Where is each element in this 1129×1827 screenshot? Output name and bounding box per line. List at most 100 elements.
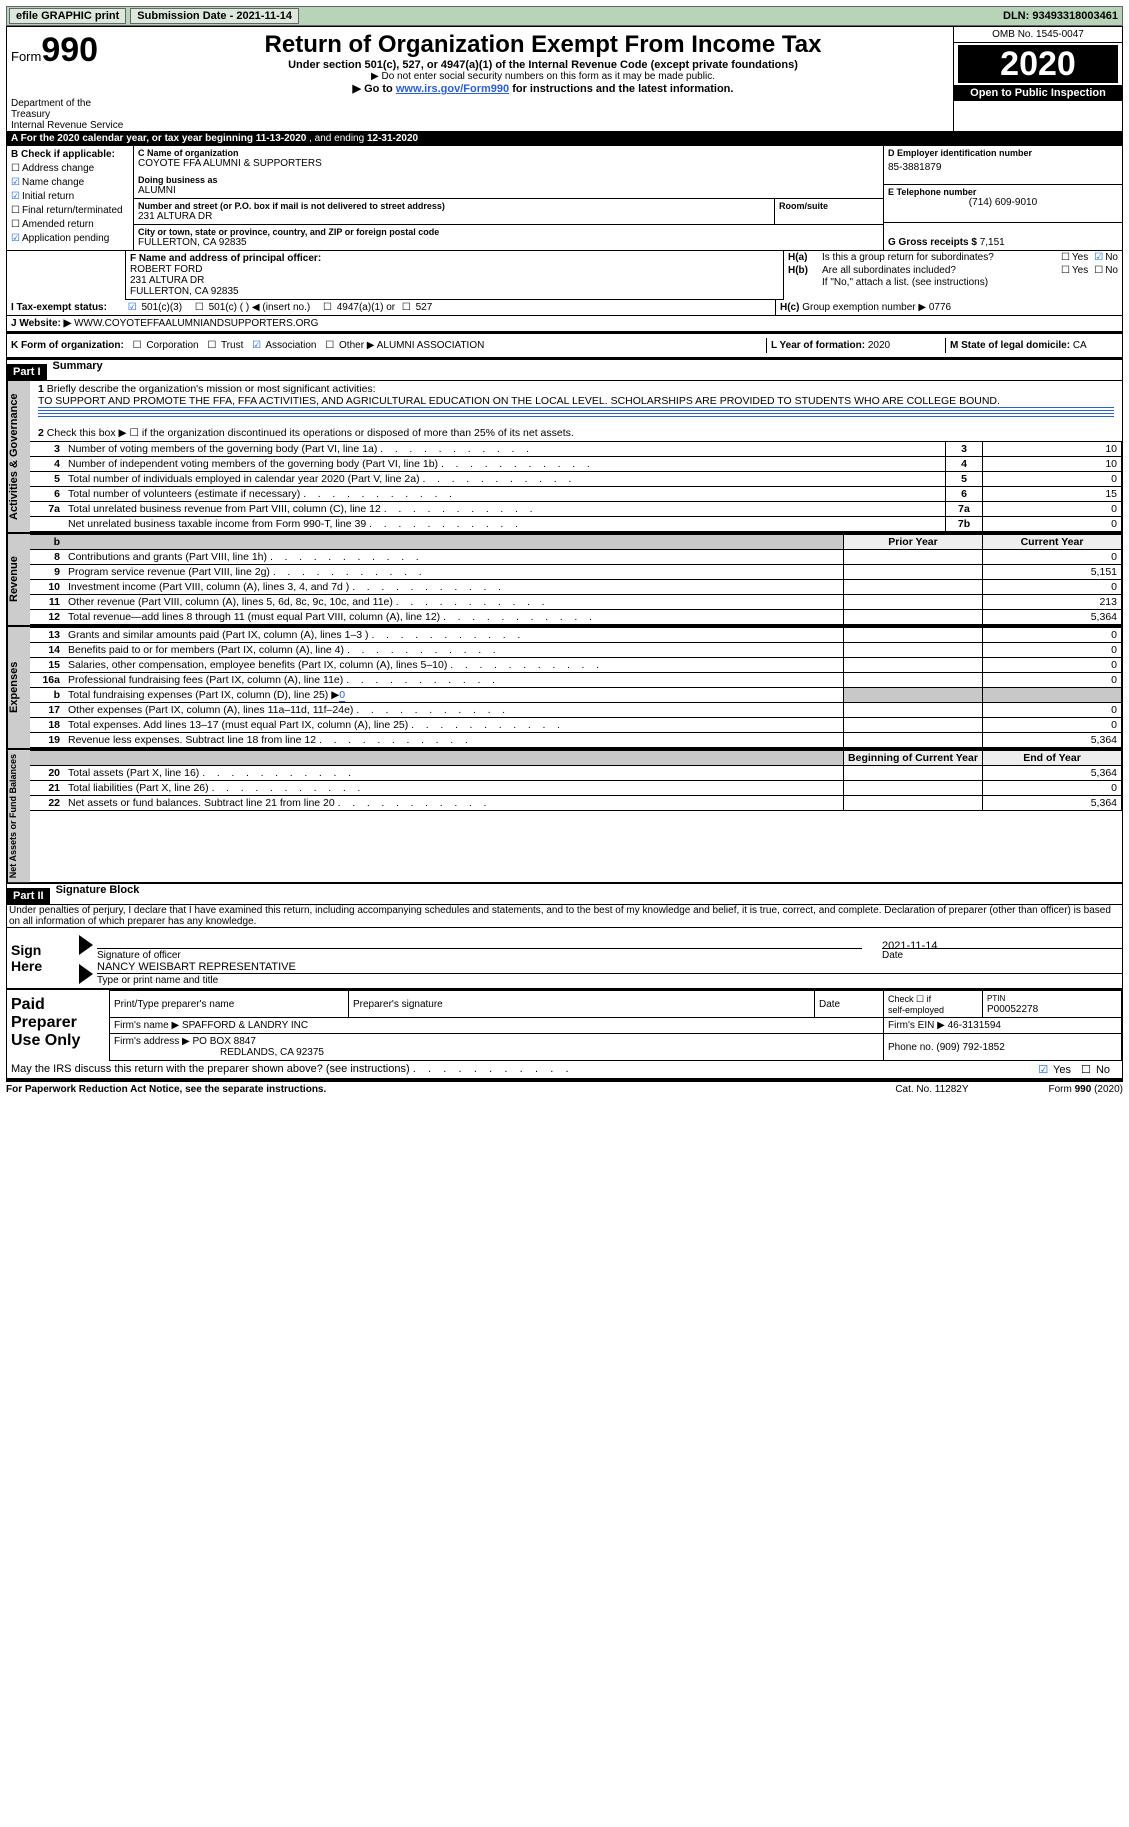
ha-label: H(a) [788,252,822,263]
g-val: 7,151 [980,237,1005,248]
mission-text: TO SUPPORT AND PROMOTE THE FFA, FFA ACTI… [38,395,1114,408]
website[interactable]: WWW.COYOTEFFAALUMNIANDSUPPORTERS.ORG [71,318,318,329]
b-header: B Check if applicable: [11,148,129,162]
year-formation: 2020 [868,340,890,351]
c-addr-label: Number and street (or P.O. box if mail i… [138,201,770,211]
prep-sig: Preparer's signature [349,991,815,1018]
hc-text: Group exemption number ▶ [802,302,929,313]
g-label: G Gross receipts $ [888,237,980,248]
submission-date: Submission Date - 2021-11-14 [130,8,299,24]
section-revenue: Revenue bPrior YearCurrent Year8Contribu… [7,532,1122,625]
hb-text: Are all subordinates included? [822,265,1061,276]
f-addr2: FULLERTON, CA 92835 [130,286,779,297]
section-c: C Name of organization COYOTE FFA ALUMNI… [134,146,883,250]
tax-year: 2020 [958,45,1118,83]
form-header: Form990 Department of the Treasury Inter… [7,27,1122,132]
dln: DLN: 93493318003461 [1003,10,1122,22]
firm-name: Firm's name ▶ SPAFFORD & LANDRY INC [110,1018,884,1034]
header-left: Form990 Department of the Treasury Inter… [7,27,133,131]
hb-hint: If "No," attach a list. (see instruction… [784,277,1122,289]
d-ein: 85-3881879 [888,162,1118,173]
section-expenses: Expenses 13Grants and similar amounts pa… [7,625,1122,748]
signature-label: Signature of officer [97,948,862,961]
vtab-revenue: Revenue [7,534,30,625]
table-revenue: bPrior YearCurrent Year8Contributions an… [30,534,1122,625]
part2-header: Part II Signature Block [7,882,1122,905]
hb-label: H(b) [788,265,822,276]
b-item-initial[interactable]: ☑Initial return [11,190,129,204]
may-yes[interactable]: ☑ Yes [1038,1063,1071,1076]
hb-no[interactable]: ☐No [1094,265,1118,276]
c-city: FULLERTON, CA 92835 [138,237,879,248]
c-addr: 231 ALTURA DR [138,211,770,222]
f-name: ROBERT FORD [130,264,779,275]
f-addr1: 231 ALTURA DR [130,275,779,286]
b-item-pending[interactable]: ☑Application pending [11,232,129,246]
arrow-icon [79,964,93,984]
declaration: Under penalties of perjury, I declare th… [7,905,1122,927]
omb-number: OMB No. 1545-0047 [954,27,1122,43]
subtitle-2: ▶ Do not enter social security numbers o… [139,71,947,82]
table-activities: 3Number of voting members of the governi… [30,441,1122,532]
sign-here-label: Sign Here [7,928,75,988]
state: CA [1073,340,1087,351]
vtab-net-assets: Net Assets or Fund Balances [7,750,30,882]
vtab-expenses: Expenses [7,627,30,748]
c-dba: ALUMNI [138,185,879,196]
form-title: Return of Organization Exempt From Incom… [139,31,947,59]
b-item-name[interactable]: ☑Name change [11,176,129,190]
header-center: Return of Organization Exempt From Incom… [133,27,953,131]
name-label: Type or print name and title [97,973,1122,986]
header-right: OMB No. 1545-0047 2020 Open to Public In… [953,27,1122,131]
irs-link[interactable]: www.irs.gov/Form990 [396,83,509,95]
id-block: B Check if applicable: ☐Address change ☑… [7,146,1122,251]
footer-left: For Paperwork Reduction Act Notice, see … [6,1084,895,1095]
preparer-table: Print/Type preparer's name Preparer's si… [109,990,1122,1061]
may-discuss: May the IRS discuss this return with the… [7,1061,1122,1079]
prep-self[interactable]: Check ☐ ifself-employed [884,991,983,1018]
section-net-assets: Net Assets or Fund Balances Beginning of… [7,748,1122,882]
prep-ptin: PTINP00052278 [983,991,1122,1018]
f-label: F Name and address of principal officer: [130,253,779,264]
arrow-icon [79,935,93,955]
line-klm: K Form of organization: ☐ Corporation ☐ … [7,332,1122,358]
part1-header: Part I Summary [7,358,1122,381]
c-city-label: City or town, state or province, country… [138,227,879,237]
hc-label: H(c) [780,302,799,313]
prep-name: Print/Type preparer's name [110,991,349,1018]
b-item-address[interactable]: ☐Address change [11,162,129,176]
fh-block: F Name and address of principal officer:… [7,251,1122,300]
open-to-public: Open to Public Inspection [954,85,1122,101]
form-frame: Form990 Department of the Treasury Inter… [6,26,1123,1080]
c-room-label: Room/suite [779,201,879,211]
line-j: J Website: ▶ WWW.COYOTEFFAALUMNIANDSUPPO… [7,316,1122,332]
subtitle-3: ▶ Go to www.irs.gov/Form990 for instruct… [139,82,947,95]
b-item-amended[interactable]: ☐Amended return [11,218,129,232]
ha-yes[interactable]: ☐Yes [1061,252,1088,263]
hb-yes[interactable]: ☐Yes [1061,265,1088,276]
section-b: B Check if applicable: ☐Address change ☑… [7,146,134,250]
hc-val: 0776 [929,302,951,313]
d-label: D Employer identification number [888,148,1118,158]
footer-mid: Cat. No. 11282Y [895,1084,968,1095]
dept-label: Department of the Treasury [11,98,129,120]
signature-date: 2021-11-14 [882,940,1122,948]
firm-ein: Firm's EIN ▶ 46-3131594 [884,1018,1122,1034]
table-net-assets: Beginning of Current YearEnd of Year20To… [30,750,1122,811]
paid-preparer-block: Paid Preparer Use Only Print/Type prepar… [7,988,1122,1061]
e-label: E Telephone number [888,187,1118,197]
c-name: COYOTE FFA ALUMNI & SUPPORTERS [138,158,879,169]
b-item-final[interactable]: ☐Final return/terminated [11,204,129,218]
efile-button[interactable]: efile GRAPHIC print [9,8,126,24]
sign-here-block: Sign Here Signature of officer 2021-11-1… [7,927,1122,988]
subtitle-1: Under section 501(c), 527, or 4947(a)(1)… [139,59,947,71]
footer-right: Form 990 (2020) [1049,1084,1123,1095]
irs-label: Internal Revenue Service [11,120,129,131]
ha-no[interactable]: ☑No [1094,252,1118,263]
top-bar: efile GRAPHIC print Submission Date - 20… [6,6,1123,26]
officer-name: NANCY WEISBART REPRESENTATIVE [97,961,1122,973]
paid-preparer-label: Paid Preparer Use Only [7,990,109,1061]
may-no[interactable]: ☐ No [1081,1063,1110,1076]
right-column: D Employer identification number 85-3881… [883,146,1122,250]
ha-text: Is this a group return for subordinates? [822,252,1061,263]
